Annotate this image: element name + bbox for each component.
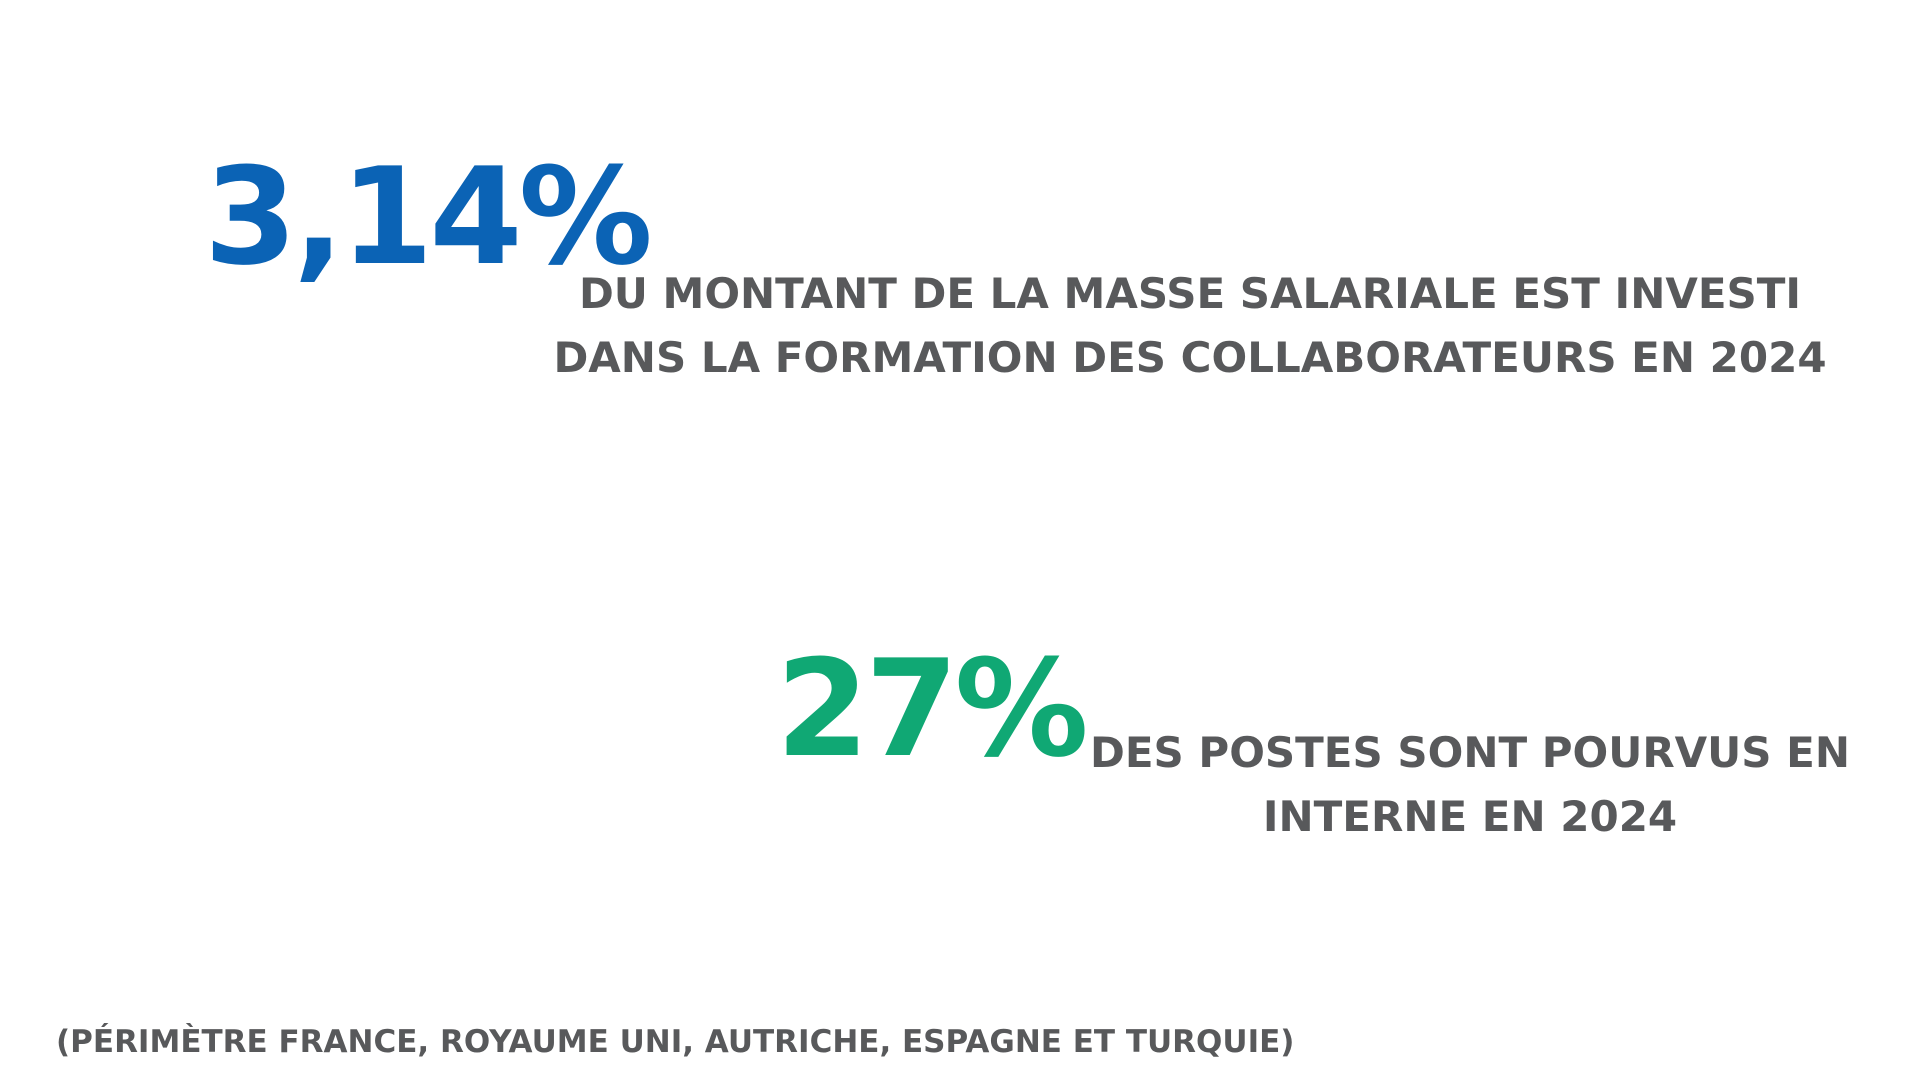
scope-footnote: (PÉRIMÈTRE FRANCE, ROYAUME UNI, AUTRICHE… xyxy=(56,1024,1295,1060)
training-investment-description-line-1: DU MONTANT DE LA MASSE SALARIALE EST INV… xyxy=(578,269,1802,318)
training-investment-percentage: 3,14% xyxy=(204,139,653,295)
internal-positions-percentage: 27% xyxy=(776,631,1089,787)
internal-positions-description-line-2: INTERNE EN 2024 xyxy=(1262,792,1678,841)
internal-positions-description-line-1: DES POSTES SONT POURVUS EN xyxy=(1090,728,1850,777)
training-investment-description-line-2: DANS LA FORMATION DES COLLABORATEURS EN … xyxy=(553,333,1827,382)
training-investment-description: DU MONTANT DE LA MASSE SALARIALE EST INV… xyxy=(550,262,1830,390)
internal-positions-description: DES POSTES SONT POURVUS EN INTERNE EN 20… xyxy=(1080,721,1860,849)
